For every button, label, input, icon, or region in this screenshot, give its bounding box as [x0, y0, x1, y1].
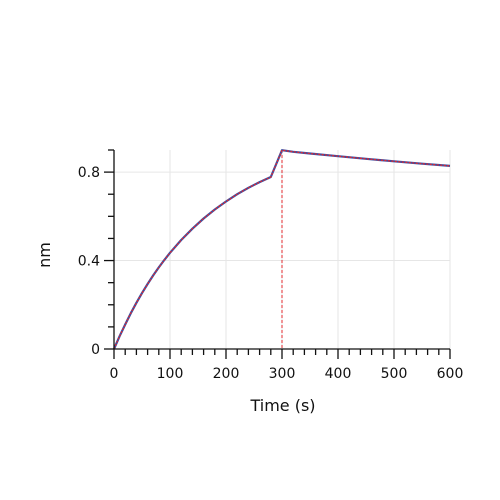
x-tick-label: 100: [157, 366, 184, 382]
x-tick-label: 600: [437, 366, 464, 382]
y-tick-label: 0.4: [78, 254, 100, 270]
fit-series-line: [113, 149, 451, 350]
grid-layer: [114, 150, 451, 349]
axes: [104, 149, 451, 359]
y-tick-label: 0: [91, 342, 100, 358]
x-tick-label: 200: [213, 366, 240, 382]
y-axis-label: nm: [35, 242, 54, 268]
x-axis-label: Time (s): [249, 396, 315, 415]
y-tick-label: 0.8: [78, 165, 100, 181]
x-tick-label: 0: [110, 366, 119, 382]
vertical-markers: [113, 150, 283, 349]
x-tick-label: 500: [381, 366, 408, 382]
tick-labels: 0 100 200 300 400 500 600 0 0.4 0.8: [78, 165, 464, 382]
x-tick-label: 300: [269, 366, 296, 382]
x-tick-label: 400: [325, 366, 352, 382]
series-layer: [112, 149, 451, 350]
